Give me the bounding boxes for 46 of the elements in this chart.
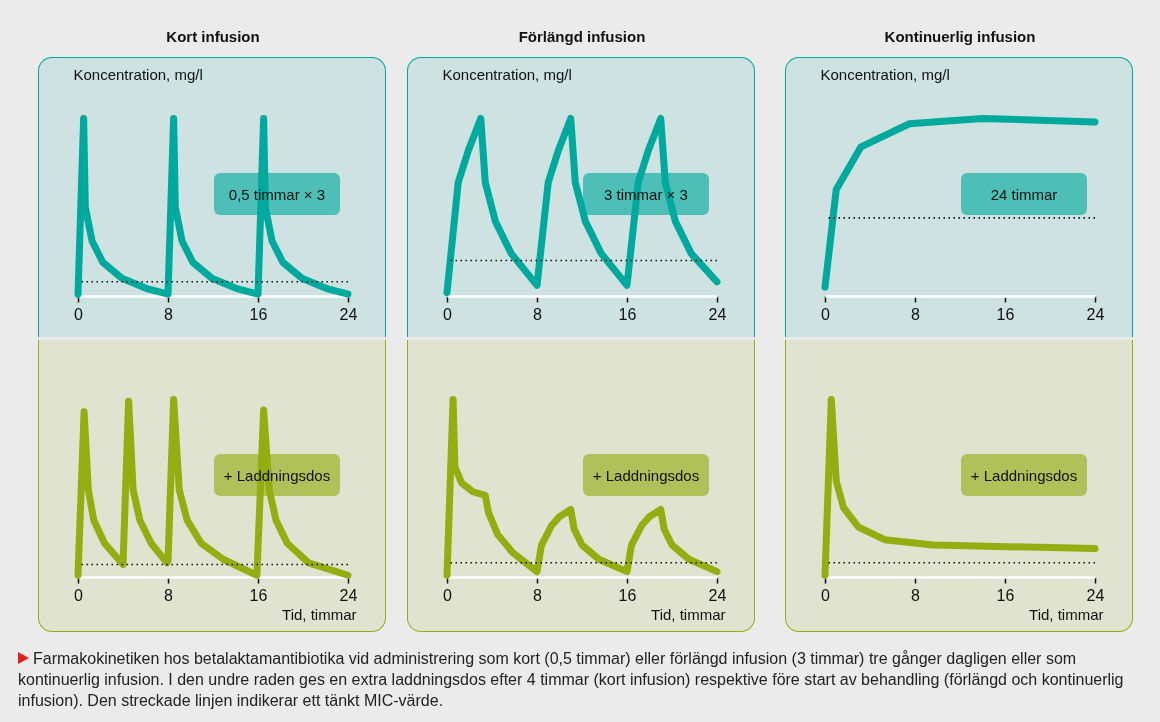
x-tick-label: 16 (618, 305, 637, 323)
annotation: + Laddningsdos (970, 466, 1078, 484)
y-axis-title: Koncentration, mg/l (73, 65, 203, 83)
x-tick-label: 0 (443, 305, 453, 323)
annotation: + Laddningsdos (592, 466, 700, 484)
chart-title: Förlängd infusion (518, 28, 646, 45)
annotation: + Laddningsdos (223, 466, 331, 484)
x-tick-label: 16 (249, 305, 268, 323)
chart-title: Kontinuerlig infusion (884, 28, 1036, 45)
label-box: 3 timmar × 3 (583, 173, 709, 215)
x-axis-title: Tid, timmar (651, 605, 726, 623)
x-tick-label: 8 (911, 305, 921, 323)
chart-title: Kort infusion (166, 28, 260, 45)
y-axis-title: Koncentration, mg/l (820, 65, 950, 83)
x-tick-label: 0 (74, 586, 84, 604)
label-box: + Laddningsdos (961, 454, 1087, 496)
x-tick-label: 24 (1086, 305, 1105, 323)
x-tick-label: 16 (249, 586, 268, 604)
x-tick-label: 0 (443, 586, 453, 604)
x-tick-label: 0 (74, 305, 84, 323)
x-tick-label: 24 (1086, 586, 1105, 604)
x-axis-title: Tid, timmar (1029, 605, 1104, 623)
x-tick-label: 16 (996, 586, 1015, 604)
x-tick-label: 16 (996, 305, 1015, 323)
text: Farmakokinetiken hos betalaktamantibiotika vid administrering som kort (0,5 timmar) eller förlängd infusion (3 timmar) tre gånger dagligen eller som kontinuerlig infusion. I den undre raden ges en extra laddningsdos efter 4 timmar (kort infusion) respektive före start av behandling (förlängd och kontinuerlig infusion). Den streckade linjen indikerar ett tänkt MIC-värde. (18, 649, 1125, 711)
label-box: 24 timmar (961, 173, 1087, 215)
x-tick-label: 8 (164, 305, 174, 323)
x-tick-label: 24 (708, 305, 727, 323)
x-tick-label: 8 (533, 586, 543, 604)
x-tick-label: 8 (911, 586, 921, 604)
x-tick-label: 8 (533, 305, 543, 323)
x-tick-label: 24 (339, 586, 358, 604)
annotation: 24 timmar (990, 185, 1058, 203)
x-tick-label: 24 (339, 305, 358, 323)
label-box: + Laddningsdos (583, 454, 709, 496)
x-axis-title: Tid, timmar (282, 605, 357, 623)
annotation: 0,5 timmar × 3 (228, 185, 326, 203)
annotation: 3 timmar × 3 (604, 185, 688, 203)
label-box: 0,5 timmar × 3 (214, 173, 340, 215)
label-box: + Laddningsdos (214, 454, 340, 496)
x-tick-label: 24 (708, 586, 727, 604)
x-tick-label: 0 (821, 305, 831, 323)
x-tick-label: 16 (618, 586, 637, 604)
y-axis-title: Koncentration, mg/l (442, 65, 572, 83)
x-tick-label: 0 (821, 586, 831, 604)
x-tick-label: 8 (164, 586, 174, 604)
